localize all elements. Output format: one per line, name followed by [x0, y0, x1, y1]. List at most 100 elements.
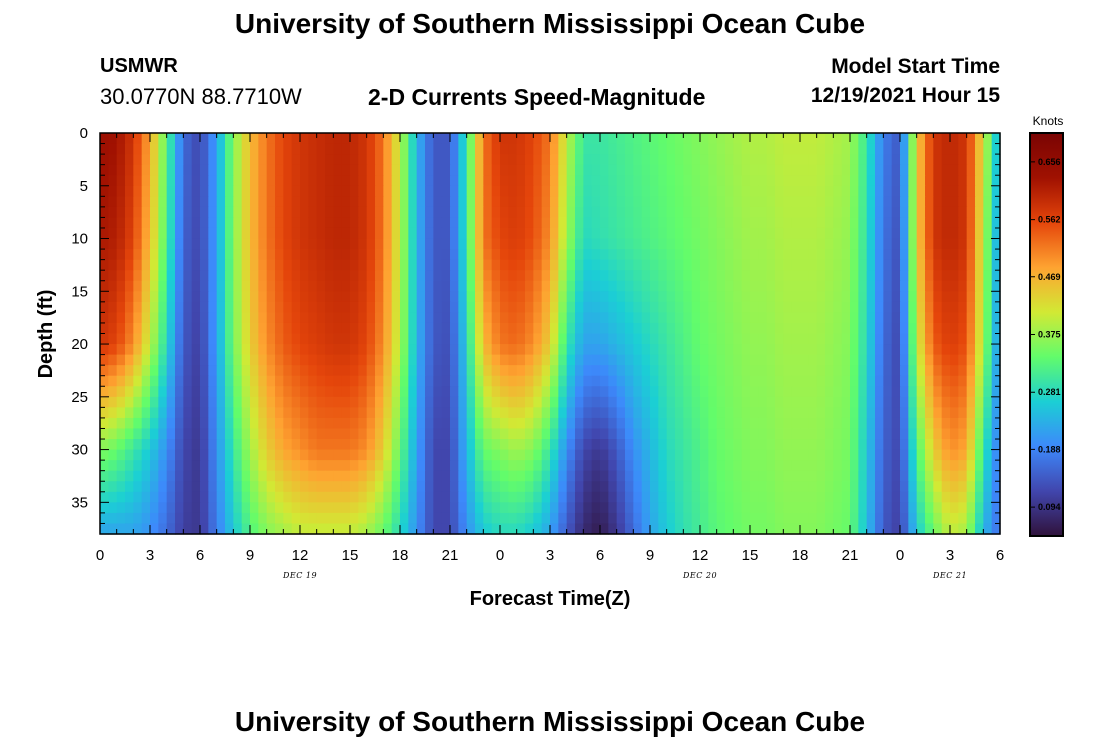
heatmap-cell [125, 407, 134, 419]
heatmap-cell [833, 270, 843, 282]
heatmap-cell [108, 354, 118, 366]
heatmap-cell [100, 185, 109, 197]
heatmap-cell [725, 175, 734, 187]
heatmap-cell [275, 375, 284, 387]
heatmap-cell [183, 460, 193, 472]
heatmap-cell [425, 375, 434, 387]
heatmap-cell [200, 512, 209, 525]
heatmap-cell [791, 270, 801, 282]
heatmap-cell [591, 502, 601, 514]
heatmap-cell [600, 512, 609, 525]
heatmap-cell [208, 512, 218, 525]
heatmap-cell [791, 428, 801, 440]
heatmap-cell [550, 206, 559, 219]
heatmap-cell [766, 301, 776, 313]
heatmap-cell [650, 354, 659, 366]
heatmap-cell [450, 133, 459, 145]
heatmap-cell [500, 460, 509, 472]
heatmap-cell [625, 175, 634, 187]
heatmap-cell [741, 439, 751, 451]
heatmap-cell [991, 185, 1001, 197]
heatmap-cell [375, 217, 384, 229]
heatmap-cell [950, 407, 959, 419]
heatmap-cell [516, 280, 526, 292]
heatmap-cell [641, 375, 651, 387]
heatmap-cell [908, 344, 918, 356]
heatmap-cell [925, 460, 934, 472]
heatmap-cell [508, 154, 518, 166]
heatmap-cell [925, 249, 934, 261]
heatmap-cell [616, 270, 626, 282]
heatmap-cell [833, 491, 843, 503]
heatmap-cell [591, 206, 601, 219]
heatmap-cell [841, 270, 851, 282]
heatmap-cell [916, 502, 926, 514]
heatmap-cell [275, 354, 284, 366]
heatmap-cell [366, 143, 376, 155]
heatmap-cell [983, 344, 993, 356]
heatmap-cell [975, 175, 984, 187]
heatmap-cell [683, 164, 693, 176]
heatmap-cell [566, 481, 576, 493]
heatmap-cell [633, 143, 643, 155]
heatmap-cell [208, 206, 218, 219]
heatmap-cell [783, 206, 793, 219]
heatmap-cell [250, 470, 259, 482]
heatmap-cell [683, 227, 693, 240]
heatmap-cell [216, 154, 226, 166]
heatmap-cell [875, 196, 884, 208]
heatmap-cell [400, 249, 409, 261]
heatmap-cell [691, 217, 701, 229]
heatmap-cell [608, 217, 618, 229]
heatmap-cell [341, 354, 351, 366]
heatmap-cell [575, 460, 584, 472]
heatmap-cell [666, 249, 676, 261]
heatmap-cell [933, 217, 943, 229]
heatmap-cell [558, 217, 568, 229]
heatmap-cell [708, 270, 718, 282]
heatmap-cell [175, 227, 184, 240]
heatmap-cell [450, 460, 459, 472]
heatmap-cell [591, 470, 601, 482]
heatmap-cell [316, 396, 326, 408]
heatmap-cell [725, 365, 734, 377]
heatmap-cell [675, 206, 684, 219]
heatmap-cell [725, 491, 734, 503]
heatmap-cell [566, 154, 576, 166]
heatmap-cell [116, 249, 126, 261]
heatmap-cell [558, 491, 568, 503]
heatmap-cell [333, 185, 343, 197]
heatmap-cell [600, 206, 609, 219]
heatmap-cell [391, 143, 401, 155]
heatmap-cell [883, 449, 893, 461]
heatmap-cell [675, 396, 684, 408]
heatmap-cell [958, 249, 968, 261]
page-title: University of Southern Mississippi Ocean… [234, 8, 866, 39]
heatmap-cell [158, 470, 168, 482]
heatmap-cell [825, 491, 834, 503]
heatmap-cell [283, 206, 293, 219]
heatmap-cell [150, 523, 159, 535]
heatmap-cell [933, 154, 943, 166]
x-tick-label: 21 [842, 547, 859, 564]
heatmap-cell [325, 407, 334, 419]
heatmap-cell [458, 154, 468, 166]
heatmap-cell [408, 227, 418, 240]
heatmap-cell [833, 133, 843, 145]
heatmap-cell [283, 460, 293, 472]
heatmap-cell [325, 280, 334, 292]
heatmap-cell [316, 217, 326, 229]
heatmap-cell [825, 460, 834, 472]
heatmap-cell [733, 196, 743, 208]
heatmap-cell [216, 502, 226, 514]
heatmap-cell [766, 512, 776, 525]
heatmap-cell [741, 238, 751, 250]
heatmap-cell [675, 428, 684, 440]
heatmap-cell [941, 164, 951, 176]
heatmap-cell [266, 143, 276, 155]
heatmap-cell [900, 449, 909, 461]
heatmap-cell [225, 154, 234, 166]
heatmap-cell [950, 344, 959, 356]
heatmap-cell [208, 481, 218, 493]
heatmap-cell [866, 439, 876, 451]
